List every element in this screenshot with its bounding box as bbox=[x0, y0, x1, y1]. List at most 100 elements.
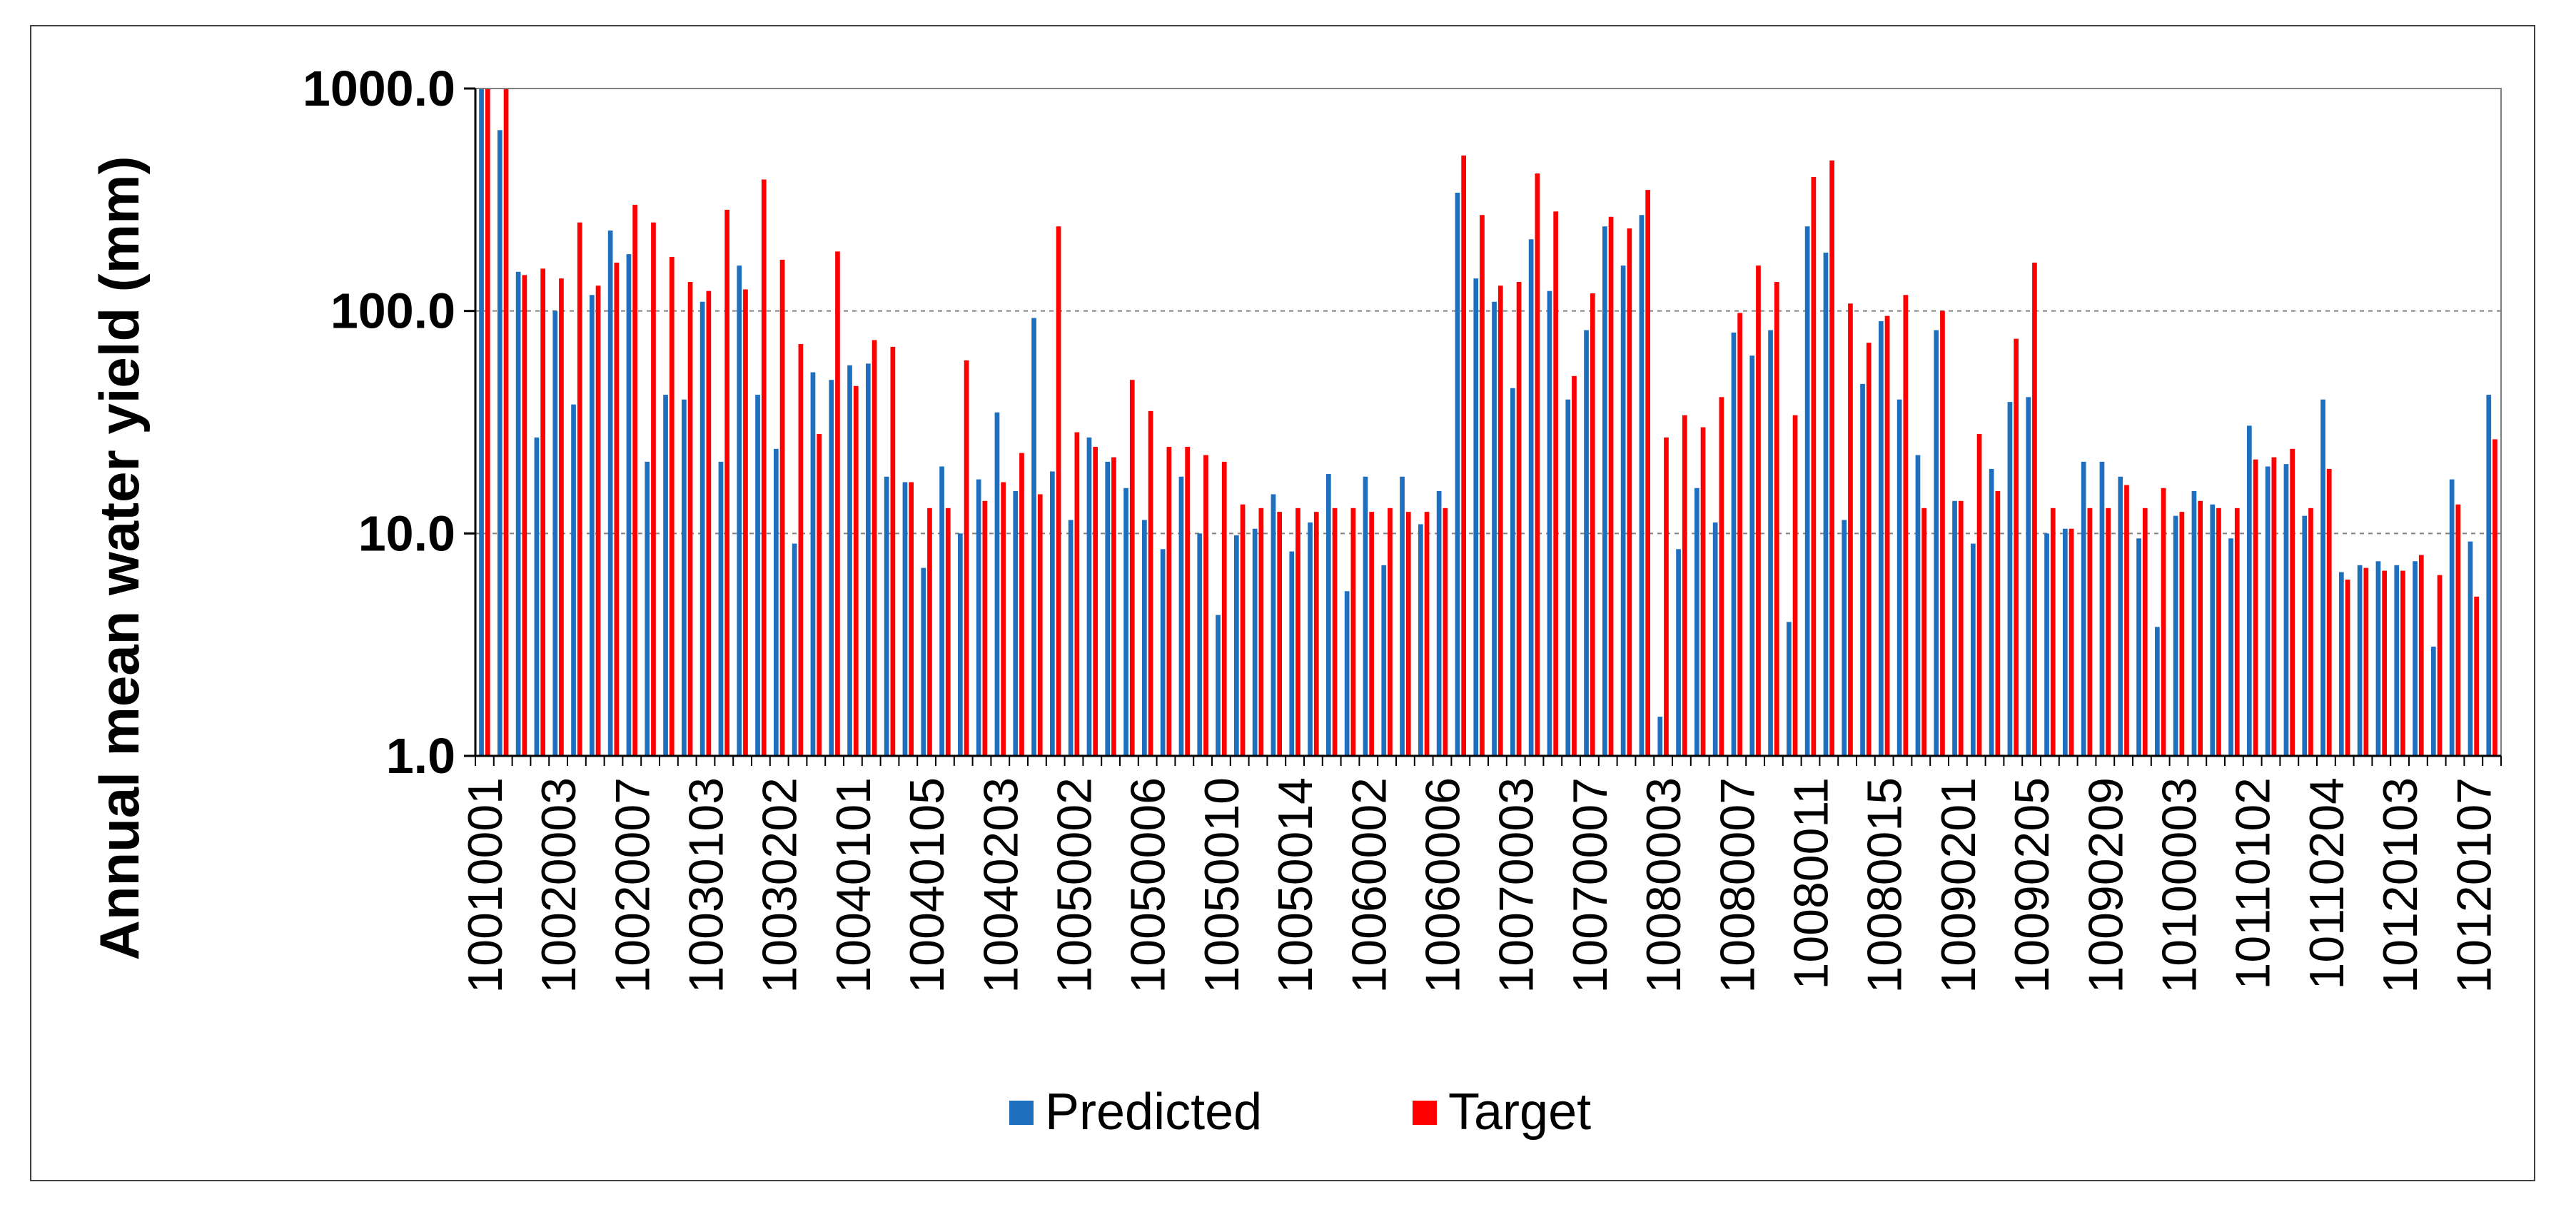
target-bar bbox=[1497, 286, 1503, 757]
target-bar bbox=[1829, 160, 1835, 757]
predicted-bar bbox=[645, 461, 650, 756]
x-tick-label: 10110204 bbox=[2300, 777, 2354, 990]
predicted-bar bbox=[1049, 471, 1055, 756]
x-tick-label: 10080003 bbox=[1637, 777, 1691, 994]
x-tick-label: 10050006 bbox=[1121, 777, 1176, 994]
target-bar bbox=[1166, 447, 1172, 756]
predicted-bar bbox=[626, 254, 632, 756]
predicted-bar bbox=[1455, 193, 1460, 756]
predicted-bar bbox=[2486, 395, 2492, 756]
predicted-bar bbox=[1915, 455, 1921, 756]
target-bar bbox=[632, 204, 638, 756]
x-tick-label: 10090201 bbox=[1931, 777, 1986, 994]
x-tick-label: 10070003 bbox=[1490, 777, 1544, 994]
predicted-bar bbox=[2320, 399, 2325, 756]
target-bar bbox=[2326, 468, 2332, 756]
target-bar bbox=[2363, 567, 2369, 756]
predicted-bar bbox=[957, 533, 963, 756]
target-bar bbox=[2400, 570, 2405, 756]
x-tick-label: 10030103 bbox=[680, 777, 734, 994]
predicted-bar bbox=[1547, 291, 1552, 756]
target-bar bbox=[890, 346, 896, 756]
predicted-bar bbox=[1308, 522, 1313, 756]
legend-label-target: Target bbox=[1448, 1084, 1591, 1141]
target-bar bbox=[853, 385, 859, 756]
predicted-bar bbox=[681, 399, 687, 756]
predicted-bar bbox=[976, 479, 981, 756]
predicted-bar bbox=[2062, 528, 2068, 756]
target-bar bbox=[1866, 343, 1872, 757]
target-bar bbox=[1921, 507, 1927, 756]
predicted-bar bbox=[2191, 491, 2197, 756]
target-bar bbox=[1608, 216, 1614, 757]
x-tick-label: 10040105 bbox=[900, 777, 954, 994]
predicted-bar bbox=[2357, 565, 2363, 756]
x-tick-label: 10020007 bbox=[605, 777, 660, 994]
target-bar bbox=[779, 259, 785, 757]
predicted-bar bbox=[2302, 515, 2308, 756]
target-bar bbox=[2179, 512, 2185, 756]
target-bar bbox=[1221, 461, 1227, 756]
target-bar bbox=[2308, 507, 2313, 756]
target-bar bbox=[1388, 507, 1393, 756]
predicted-bar bbox=[1031, 318, 1036, 756]
predicted-bar bbox=[1786, 622, 1792, 756]
predicted-bar bbox=[1492, 301, 1497, 756]
target-bar bbox=[2142, 507, 2148, 756]
target-bar bbox=[595, 286, 601, 757]
predicted-bar bbox=[515, 271, 521, 756]
target-bar bbox=[1480, 215, 1485, 756]
target-bar bbox=[1056, 226, 1061, 757]
target-bar bbox=[964, 360, 969, 756]
target-bar bbox=[1976, 433, 1982, 756]
predicted-bar bbox=[589, 295, 595, 756]
predicted-bar bbox=[2375, 561, 2381, 756]
predicted-bar bbox=[2449, 479, 2455, 756]
predicted-bar bbox=[1639, 215, 1645, 756]
x-tick-label: 10010001 bbox=[458, 777, 512, 994]
bar-chart: 1.0 10.0 100.0 1000.0 10010001 10020003 10020… bbox=[88, 61, 2502, 1141]
predicted-bar bbox=[1657, 717, 1663, 756]
predicted-bar bbox=[1602, 226, 1607, 757]
target-bar bbox=[1148, 410, 1153, 756]
predicted-bar bbox=[939, 466, 944, 756]
target-bar bbox=[2050, 507, 2056, 756]
legend-swatch-predicted bbox=[1009, 1101, 1034, 1125]
predicted-bar bbox=[1271, 494, 1276, 756]
x-tick-label: 10120107 bbox=[2447, 777, 2501, 994]
target-bar bbox=[835, 251, 840, 756]
target-bar bbox=[559, 278, 564, 757]
predicted-bar bbox=[1860, 383, 1865, 756]
target-bar bbox=[669, 256, 675, 756]
predicted-bar bbox=[884, 476, 889, 756]
bars bbox=[479, 89, 2497, 757]
target-bar bbox=[577, 222, 582, 756]
target-bar bbox=[2492, 439, 2497, 756]
target-bar bbox=[1332, 507, 1338, 756]
target-bar bbox=[1627, 228, 1632, 756]
predicted-bar bbox=[1878, 320, 1884, 757]
predicted-bar bbox=[1528, 239, 1534, 756]
target-bar bbox=[817, 433, 822, 756]
target-bar bbox=[2271, 457, 2277, 756]
predicted-bar bbox=[663, 395, 668, 756]
predicted-bar bbox=[921, 567, 926, 756]
predicted-bar bbox=[1400, 476, 1405, 756]
predicted-bar bbox=[2007, 402, 2013, 756]
target-bar bbox=[1811, 177, 1817, 756]
target-bar bbox=[872, 340, 877, 756]
target-bar bbox=[651, 222, 656, 756]
predicted-bar bbox=[699, 301, 705, 756]
y-axis-label: Annual mean water yield (mm) bbox=[88, 156, 151, 961]
target-bar bbox=[1792, 415, 1798, 756]
predicted-bar bbox=[994, 412, 1000, 756]
x-tick-label: 10060006 bbox=[1416, 777, 1470, 994]
gridlines bbox=[475, 310, 2501, 535]
predicted-bar bbox=[773, 448, 779, 756]
predicted-bar bbox=[2228, 538, 2233, 756]
predicted-bar bbox=[2173, 515, 2178, 756]
target-bar bbox=[1572, 375, 1577, 756]
target-bar bbox=[2437, 575, 2443, 756]
predicted-bar bbox=[902, 482, 908, 756]
predicted-bar bbox=[1989, 468, 1994, 756]
